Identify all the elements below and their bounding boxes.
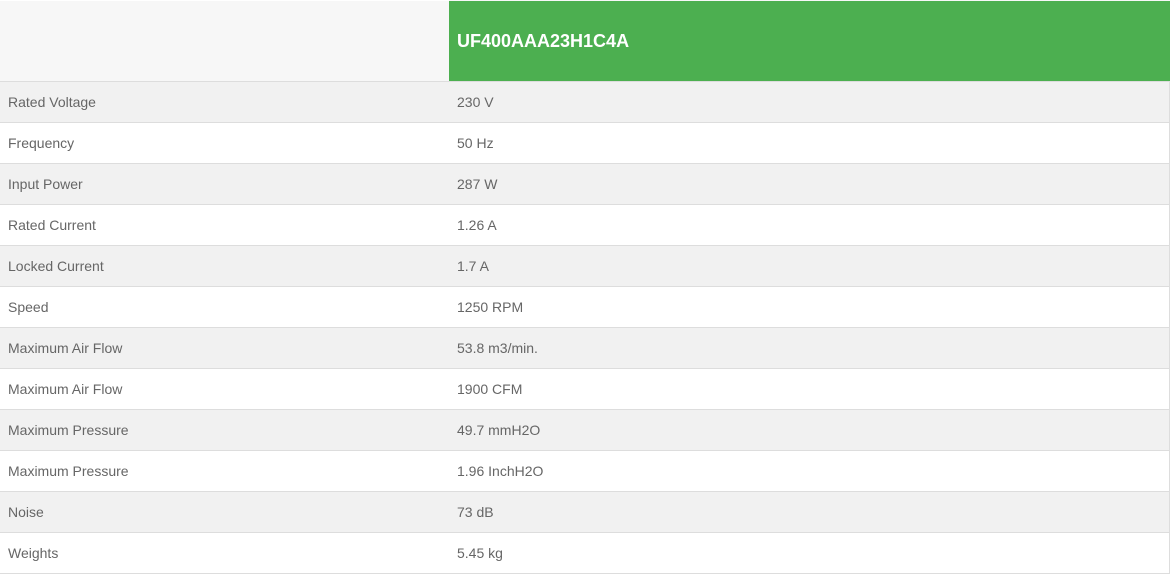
spec-label: Maximum Pressure <box>0 409 449 451</box>
spec-value: 1250 RPM <box>449 286 1170 328</box>
spec-value: 50 Hz <box>449 122 1170 164</box>
spec-value: 1.26 A <box>449 204 1170 246</box>
spec-value: 230 V <box>449 81 1170 123</box>
spec-value: 53.8 m3/min. <box>449 327 1170 369</box>
spec-label: Maximum Pressure <box>0 450 449 492</box>
table-row: Maximum Pressure 49.7 mmH2O <box>0 409 1170 451</box>
table-row: Maximum Pressure 1.96 InchH2O <box>0 450 1170 492</box>
table-row: Noise 73 dB <box>0 491 1170 533</box>
spec-value: 287 W <box>449 163 1170 205</box>
table-row: Maximum Air Flow 53.8 m3/min. <box>0 327 1170 369</box>
spec-label: Frequency <box>0 122 449 164</box>
spec-label: Rated Current <box>0 204 449 246</box>
spec-value: 73 dB <box>449 491 1170 533</box>
table-row: Input Power 287 W <box>0 163 1170 205</box>
header-blank-cell <box>0 0 449 82</box>
spec-label: Input Power <box>0 163 449 205</box>
spec-label: Rated Voltage <box>0 81 449 123</box>
spec-label: Noise <box>0 491 449 533</box>
spec-value: 1900 CFM <box>449 368 1170 410</box>
table-row: Rated Voltage 230 V <box>0 81 1170 123</box>
spec-label: Maximum Air Flow <box>0 327 449 369</box>
table-row: Locked Current 1.7 A <box>0 245 1170 287</box>
spec-value: 5.45 kg <box>449 532 1170 574</box>
spec-label: Speed <box>0 286 449 328</box>
spec-label: Weights <box>0 532 449 574</box>
table-row: Maximum Air Flow 1900 CFM <box>0 368 1170 410</box>
table-row: Speed 1250 RPM <box>0 286 1170 328</box>
spec-label: Maximum Air Flow <box>0 368 449 410</box>
table-row: Rated Current 1.26 A <box>0 204 1170 246</box>
spec-value: 1.96 InchH2O <box>449 450 1170 492</box>
header-row: UF400AAA23H1C4A <box>0 0 1170 82</box>
model-name-header: UF400AAA23H1C4A <box>449 0 1170 82</box>
table-row: Frequency 50 Hz <box>0 122 1170 164</box>
spec-value: 1.7 A <box>449 245 1170 287</box>
table-row: Weights 5.45 kg <box>0 532 1170 574</box>
spec-label: Locked Current <box>0 245 449 287</box>
spec-value: 49.7 mmH2O <box>449 409 1170 451</box>
